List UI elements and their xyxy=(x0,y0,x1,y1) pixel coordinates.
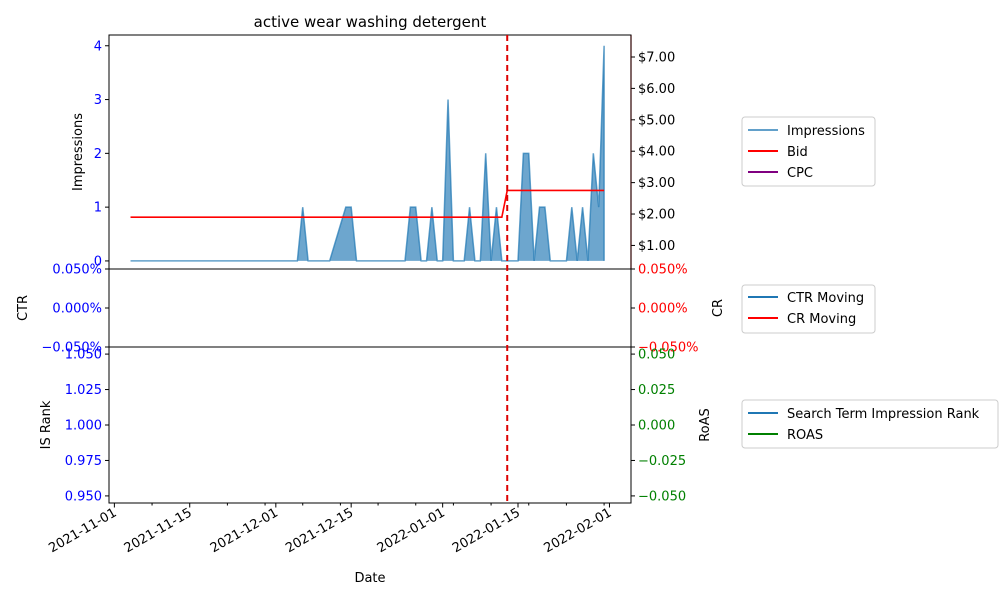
legend-label-cr: CR Moving xyxy=(787,312,856,327)
impressions-tick-label: 4 xyxy=(94,39,102,54)
legend-box xyxy=(741,116,876,187)
impressions-tick-label: 2 xyxy=(94,147,102,162)
roas-tick-label: 0.000 xyxy=(638,419,675,434)
ctr-tick-label: 0.050% xyxy=(52,263,102,278)
bid-tick-label: $6.00 xyxy=(638,82,675,97)
bid-tick-label: $4.00 xyxy=(638,145,675,160)
bid-series xyxy=(130,189,605,218)
impressions-tick-label: 3 xyxy=(94,93,102,108)
bid-tick-label: $5.00 xyxy=(638,113,675,128)
impressions-line xyxy=(130,45,605,262)
ctr-panel: 0.050%0.000%−0.050% 0.050%0.000%−0.050% … xyxy=(16,263,726,356)
date-tick-label: 2021-11-01 xyxy=(46,505,119,556)
bid-tick-label: $2.00 xyxy=(638,208,675,223)
roas-axis-label: RoAS xyxy=(698,408,713,442)
rank-tick-label: 1.025 xyxy=(65,383,102,398)
impressions-panel-frame xyxy=(108,34,632,270)
ctr-axis-label: CTR xyxy=(16,295,31,321)
rank-tick-label: 1.000 xyxy=(65,419,102,434)
date-x-axis: 2021-11-01 2021-11-15 2021-12-01 2021-12-15… xyxy=(46,503,614,556)
roas-y-axis: 0.050 0.025 0.000 −0.025 −0.050 xyxy=(631,348,686,504)
ctr-tick-label: −0.050% xyxy=(42,341,102,356)
date-tick-label: 2022-01-15 xyxy=(450,505,523,556)
roas-tick-label: −0.050 xyxy=(638,489,686,504)
bid-tick-label: $3.00 xyxy=(638,176,675,191)
rank-y-axis: 1.050 1.025 1.000 0.975 0.950 xyxy=(65,348,109,504)
impressions-fill xyxy=(130,45,605,261)
chart-title: active wear washing detergent xyxy=(254,13,487,31)
bid-tick-label: $1.00 xyxy=(638,239,675,254)
bid-y-axis: $1.00 $2.00 $3.00 $4.00 $5.00 $6.00 $7.00 xyxy=(630,35,675,269)
rank-tick-label: 0.975 xyxy=(65,454,102,469)
ctr-tick-label: 0.000% xyxy=(52,302,102,317)
ctr-panel-frame xyxy=(108,268,632,348)
legend-box xyxy=(741,399,999,449)
cr-tick-label: 0.050% xyxy=(638,263,688,278)
rank-axis-label: IS Rank xyxy=(39,400,54,449)
date-tick-label: 2021-12-01 xyxy=(208,505,281,556)
cr-axis-label: CR xyxy=(711,299,726,317)
impressions-legend: Impressions Bid CPC xyxy=(741,116,876,187)
ctr-y-axis: 0.050% 0.000% −0.050% xyxy=(42,263,109,356)
legend-label-ctr: CTR Moving xyxy=(787,291,864,306)
bid-tick-label: $7.00 xyxy=(638,50,675,65)
impressions-panel: 0 1 2 3 4 $1.00 $2.00 $3.00 $4.00 $5.00 $6.00 $7.0… xyxy=(71,34,675,270)
ctr-legend: CTR Moving CR Moving xyxy=(741,284,876,334)
roas-tick-label: 0.050 xyxy=(638,348,675,363)
date-tick-label: 2022-02-01 xyxy=(542,505,615,556)
impressions-y-axis: 0 1 2 3 4 xyxy=(94,39,109,269)
rank-legend: Search Term Impression Rank ROAS xyxy=(741,399,999,449)
date-tick-label: 2021-11-15 xyxy=(122,505,195,556)
bid-line xyxy=(130,189,605,218)
legend-label-impressions: Impressions xyxy=(787,124,865,139)
date-axis-label: Date xyxy=(354,571,385,586)
roas-tick-label: 0.025 xyxy=(638,383,675,398)
roas-tick-label: −0.025 xyxy=(638,454,686,469)
impressions-axis-label: Impressions xyxy=(71,113,86,191)
legend-label-rank: Search Term Impression Rank xyxy=(787,407,980,422)
impressions-area xyxy=(130,45,605,262)
legend-label-roas: ROAS xyxy=(787,428,823,443)
legend-label-cpc: CPC xyxy=(787,166,813,181)
rank-tick-label: 0.950 xyxy=(65,489,102,504)
cr-tick-label: −0.050% xyxy=(638,341,698,356)
impressions-tick-label: 0 xyxy=(94,254,102,269)
rank-panel: 1.050 1.025 1.000 0.975 0.950 0.050 0.025 0.00… xyxy=(39,346,713,586)
rank-tick-label: 1.050 xyxy=(65,348,102,363)
legend-label-bid: Bid xyxy=(787,145,808,160)
cr-y-axis: 0.050% 0.000% −0.050% xyxy=(631,263,698,356)
date-tick-label: 2022-01-01 xyxy=(375,505,448,556)
rank-panel-frame xyxy=(108,346,632,504)
cr-tick-label: 0.000% xyxy=(638,302,688,317)
date-tick-label: 2021-12-15 xyxy=(283,505,356,556)
impressions-tick-label: 1 xyxy=(94,201,102,216)
